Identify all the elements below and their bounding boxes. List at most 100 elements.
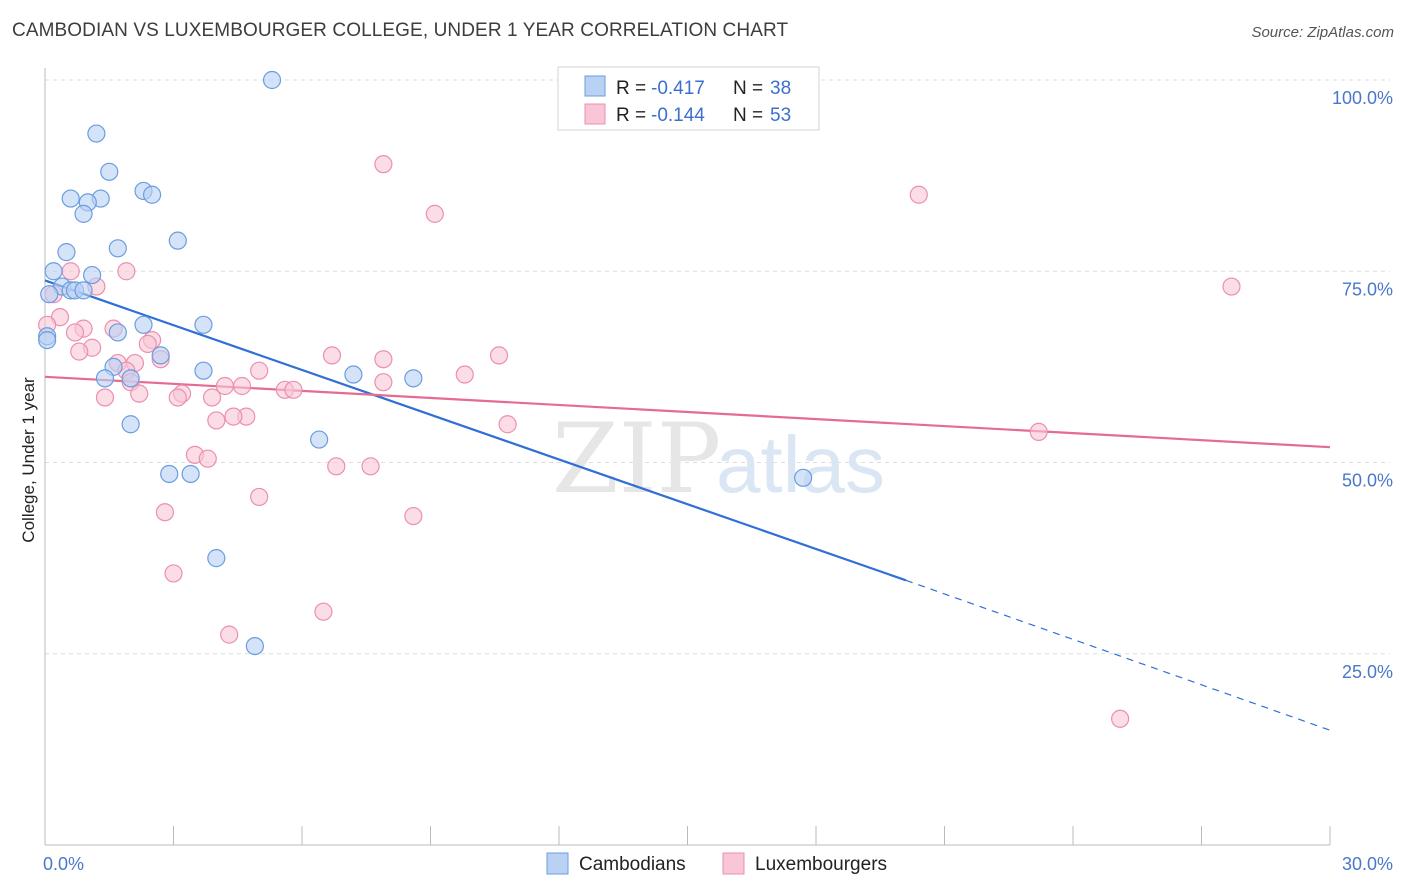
point-luxembourger [202, 388, 222, 407]
bottom-legend-luxembourgers: Luxembourgers [755, 854, 887, 875]
point-cambodian [207, 549, 226, 568]
watermark: ZIP atlas [552, 403, 885, 515]
legend-n-label-1: N = [733, 78, 763, 99]
point-luxembourger [1222, 277, 1241, 296]
point-luxembourger [95, 388, 115, 407]
x-tick-label: 30.0% [1342, 854, 1393, 874]
point-luxembourger [224, 407, 243, 426]
point-luxembourger [250, 361, 269, 380]
x-tick-label: 0.0% [43, 854, 84, 874]
trend-line-luxembourgers [44, 375, 1331, 449]
scatter-points [38, 70, 1241, 728]
point-cambodian [87, 124, 106, 143]
point-luxembourger [1111, 709, 1130, 728]
y-tick-label: 75.0% [1342, 279, 1393, 299]
trend-line-cambodians [44, 279, 907, 582]
chart-title: CAMBODIAN VS LUXEMBOURGER COLLEGE, UNDER… [12, 20, 789, 41]
point-luxembourger [164, 564, 183, 583]
point-cambodian [108, 239, 127, 258]
point-luxembourger [327, 457, 346, 476]
point-cambodian [100, 162, 119, 181]
point-luxembourger [1029, 422, 1048, 441]
point-cambodian [121, 369, 140, 388]
point-luxembourger [909, 185, 928, 204]
point-luxembourger [250, 487, 269, 507]
point-cambodian [44, 262, 63, 281]
point-luxembourger [284, 380, 303, 399]
point-luxembourger [220, 625, 239, 644]
point-cambodian [38, 331, 57, 350]
point-luxembourger [168, 388, 187, 407]
point-luxembourger [322, 346, 342, 365]
watermark-atlas: atlas [716, 420, 885, 509]
bottom-legend-swatch-cambodians [546, 852, 569, 875]
point-cambodian [181, 464, 200, 484]
axes [44, 68, 1331, 846]
point-cambodian [194, 361, 213, 380]
point-cambodian [108, 323, 127, 342]
point-cambodian [344, 365, 363, 384]
legend-r-value-2: -0.144 [651, 105, 705, 126]
x-tick-labels: 0.0% 30.0% [43, 854, 1393, 874]
point-cambodian [194, 315, 213, 334]
point-luxembourger [65, 323, 85, 342]
legend-swatch-luxembourgers [584, 103, 606, 125]
legend-r-label-1: R = [616, 78, 646, 99]
point-luxembourger [425, 204, 444, 223]
trend-line-cambodians-extrapolated [905, 579, 1331, 731]
point-luxembourger [404, 506, 423, 526]
point-luxembourger [61, 262, 80, 281]
point-luxembourger [498, 415, 517, 434]
point-cambodian [142, 185, 162, 204]
source-label: Source: ZipAtlas.com [1251, 24, 1394, 41]
point-luxembourger [232, 376, 252, 396]
legend-r-label-2: R = [616, 105, 646, 126]
point-cambodian [83, 265, 102, 285]
point-cambodian [262, 70, 282, 90]
point-luxembourger [70, 342, 89, 361]
point-luxembourger [155, 503, 175, 522]
y-tick-label: 100.0% [1332, 88, 1393, 108]
point-luxembourger [117, 262, 136, 281]
point-luxembourger [374, 373, 393, 392]
point-cambodian [121, 415, 140, 434]
point-cambodian [794, 468, 813, 487]
point-cambodian [57, 243, 76, 262]
point-cambodian [245, 636, 264, 656]
legend-n-value-2: 53 [770, 105, 791, 126]
point-cambodian [40, 285, 59, 304]
y-tick-labels: 25.0% 50.0% 75.0% 100.0% [1332, 88, 1393, 682]
watermark-zip: ZIP [552, 403, 721, 515]
point-cambodian [61, 189, 80, 208]
bottom-legend: Cambodians Luxembourgers [546, 852, 887, 875]
point-luxembourger [138, 334, 157, 354]
trend-lines [44, 279, 1331, 731]
legend-n-label-2: N = [733, 105, 763, 126]
point-cambodian [160, 464, 179, 484]
point-luxembourger [314, 602, 333, 621]
gridlines [45, 79, 1390, 655]
point-luxembourger [207, 411, 226, 430]
legend-n-value-1: 38 [770, 78, 791, 99]
bottom-legend-cambodians: Cambodians [579, 854, 686, 875]
point-cambodian [310, 430, 329, 449]
point-luxembourger [374, 350, 393, 369]
point-luxembourger [374, 155, 393, 174]
legend: R = -0.417 N = 38 R = -0.144 N = 53 [557, 66, 820, 131]
point-cambodian [151, 346, 170, 365]
legend-swatch-cambodians [584, 75, 606, 97]
y-tick-label: 25.0% [1342, 662, 1393, 682]
point-cambodian [74, 281, 93, 300]
point-luxembourger [489, 346, 509, 365]
point-cambodian [134, 315, 153, 334]
point-cambodian [74, 204, 93, 223]
point-cambodian [168, 231, 187, 250]
point-cambodian [95, 369, 115, 388]
y-tick-label: 50.0% [1342, 471, 1393, 491]
point-luxembourger [455, 365, 474, 384]
point-luxembourger [130, 384, 149, 403]
point-cambodian [404, 369, 423, 388]
point-luxembourger [361, 457, 380, 476]
point-luxembourger [198, 449, 217, 468]
